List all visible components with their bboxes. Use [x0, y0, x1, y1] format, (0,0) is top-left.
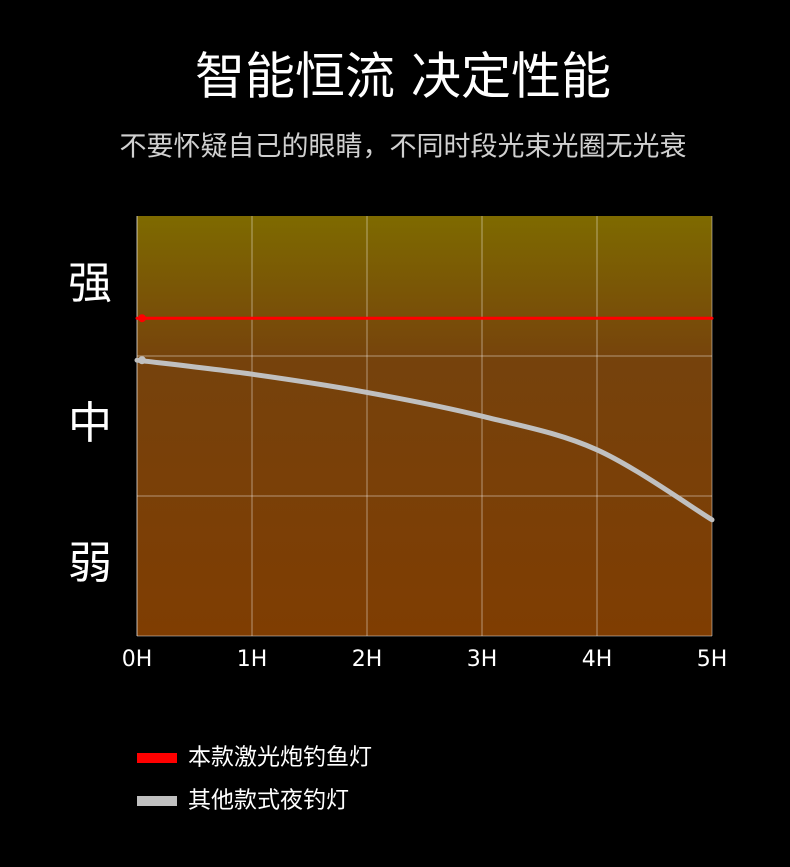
- y-tick-label: 强: [68, 258, 112, 309]
- x-tick-label: 0H: [122, 647, 153, 672]
- y-tick-label: 弱: [68, 538, 112, 589]
- x-tick-label: 2H: [352, 647, 383, 672]
- line-marker: [138, 356, 146, 365]
- x-tick-label: 5H: [697, 647, 728, 672]
- y-tick-label: 中: [68, 398, 112, 449]
- x-tick-label: 3H: [467, 647, 498, 672]
- plot-area: [137, 216, 712, 636]
- chart-title: 智能恒流 决定性能: [195, 48, 611, 106]
- legend-swatch: [137, 753, 177, 763]
- legend-label: 本款激光炮钓鱼灯: [188, 745, 372, 771]
- chart-subtitle: 不要怀疑自己的眼睛，不同时段光束光圈无光衰: [120, 132, 687, 163]
- series-line: [134, 357, 715, 523]
- legend-swatch: [137, 796, 177, 806]
- legend-label: 其他款式夜钓灯: [188, 788, 349, 814]
- x-tick-label: 4H: [582, 647, 613, 672]
- x-tick-label: 1H: [237, 647, 268, 672]
- line-marker: [138, 314, 146, 323]
